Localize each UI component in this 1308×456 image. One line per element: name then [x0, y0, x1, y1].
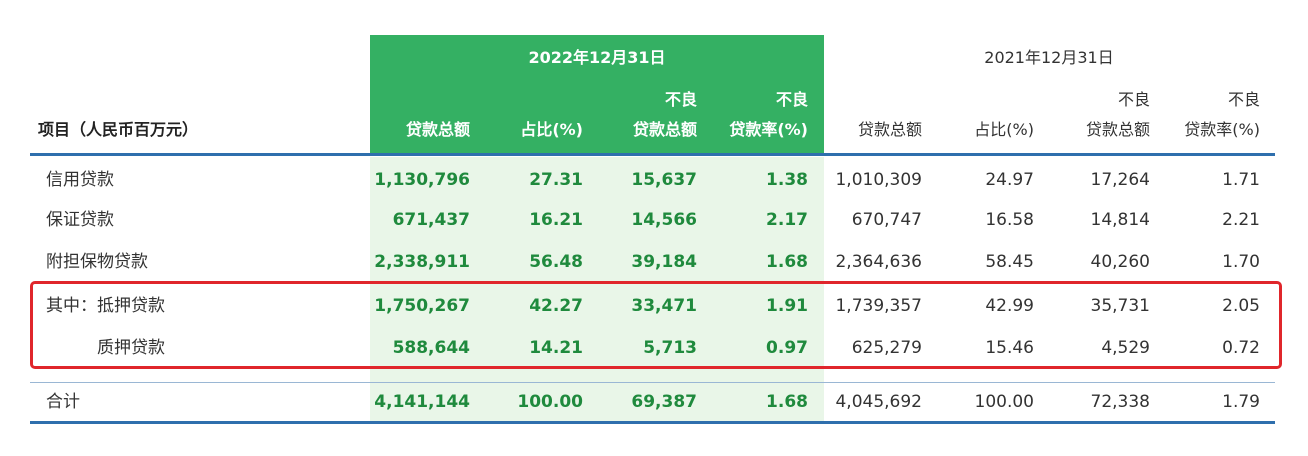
cell: 14,814	[1090, 210, 1150, 230]
cell: 15,637	[631, 170, 697, 190]
col-2021-npl-line1: 不良	[1117, 90, 1150, 109]
cell: 2.05	[1222, 296, 1260, 316]
year-2022-body-band	[370, 157, 824, 422]
cell: 0.97	[766, 338, 808, 358]
year-2022-header-band	[370, 35, 824, 155]
cell: 69,387	[631, 392, 697, 412]
col-2021-npl-ratio-line1: 不良	[1227, 90, 1260, 109]
cell: 4,529	[1101, 338, 1150, 358]
table-row: 保证贷款 671,437 16.21 14,566 2.17 670,747 1…	[0, 201, 1308, 239]
col-2022-npl-line1: 不良	[664, 90, 697, 109]
table-row: 其中：抵押贷款 1,750,267 42.27 33,471 1.91 1,73…	[0, 287, 1308, 325]
cell: 4,141,144	[374, 392, 470, 412]
cell: 42.99	[985, 296, 1034, 316]
cell: 1,739,357	[835, 296, 922, 316]
cell: 15.46	[985, 338, 1034, 358]
col-2021-npl-ratio-line2: 贷款率(%)	[1184, 120, 1260, 139]
cell: 1.68	[766, 252, 808, 272]
cell: 100.00	[974, 392, 1034, 412]
cell: 670,747	[851, 210, 922, 230]
cell: 16.58	[985, 210, 1034, 230]
cell: 40,260	[1090, 252, 1150, 272]
cell: 671,437	[392, 210, 470, 230]
row-label: 其中：抵押贷款	[46, 296, 165, 316]
table-row: 附担保物贷款 2,338,911 56.48 39,184 1.68 2,364…	[0, 243, 1308, 281]
header-rule	[30, 153, 1275, 156]
col-2021-share: 占比(%)	[974, 120, 1034, 139]
cell: 0.72	[1222, 338, 1260, 358]
cell: 2,364,636	[835, 252, 922, 272]
cell: 5,713	[643, 338, 697, 358]
cell: 16.21	[529, 210, 583, 230]
cell: 4,045,692	[835, 392, 922, 412]
year-2021-title: 2021年12月31日	[984, 48, 1114, 67]
cell: 35,731	[1090, 296, 1150, 316]
cell: 2,338,911	[374, 252, 470, 272]
cell: 27.31	[529, 170, 583, 190]
cell: 1.79	[1222, 392, 1260, 412]
col-2022-npl-line2: 贷款总额	[632, 120, 697, 139]
cell: 588,644	[392, 338, 470, 358]
table-row: 质押贷款 588,644 14.21 5,713 0.97 625,279 15…	[0, 329, 1308, 367]
col-2022-share: 占比(%)	[520, 120, 583, 139]
cell: 625,279	[851, 338, 922, 358]
col-2022-npl-ratio-line2: 贷款率(%)	[729, 120, 808, 139]
cell: 1,130,796	[374, 170, 470, 190]
total-separator	[30, 382, 1275, 383]
col-2022-npl-ratio-line1: 不良	[775, 90, 808, 109]
highlight-box	[30, 281, 1282, 369]
cell: 58.45	[985, 252, 1034, 272]
cell: 56.48	[529, 252, 583, 272]
cell: 1.91	[766, 296, 808, 316]
row-label: 质押贷款	[97, 338, 165, 358]
cell: 14.21	[529, 338, 583, 358]
cell: 33,471	[631, 296, 697, 316]
item-column-header: 项目（人民币百万元）	[38, 120, 199, 139]
row-label: 保证贷款	[46, 210, 114, 230]
col-2021-npl-line2: 贷款总额	[1085, 120, 1150, 139]
col-2022-total-loans: 贷款总额	[405, 120, 470, 139]
row-label: 合计	[46, 392, 80, 412]
cell: 24.97	[985, 170, 1034, 190]
cell: 17,264	[1090, 170, 1150, 190]
cell: 1.71	[1222, 170, 1260, 190]
cell: 14,566	[631, 210, 697, 230]
cell: 1.68	[766, 392, 808, 412]
cell: 2.21	[1222, 210, 1260, 230]
cell: 2.17	[766, 210, 808, 230]
cell: 1,010,309	[835, 170, 922, 190]
cell: 72,338	[1090, 392, 1150, 412]
col-2021-total-loans: 贷款总额	[857, 120, 922, 139]
year-2022-title: 2022年12月31日	[528, 48, 666, 67]
cell: 100.00	[517, 392, 583, 412]
row-label: 信用贷款	[46, 170, 114, 190]
table-row-total: 合计 4,141,144 100.00 69,387 1.68 4,045,69…	[0, 383, 1308, 421]
cell: 1,750,267	[374, 296, 470, 316]
cell: 39,184	[631, 252, 697, 272]
bottom-rule	[30, 421, 1275, 424]
cell: 1.38	[766, 170, 808, 190]
cell: 42.27	[529, 296, 583, 316]
row-label: 附担保物贷款	[46, 252, 148, 272]
table-row: 信用贷款 1,130,796 27.31 15,637 1.38 1,010,3…	[0, 161, 1308, 199]
cell: 1.70	[1222, 252, 1260, 272]
